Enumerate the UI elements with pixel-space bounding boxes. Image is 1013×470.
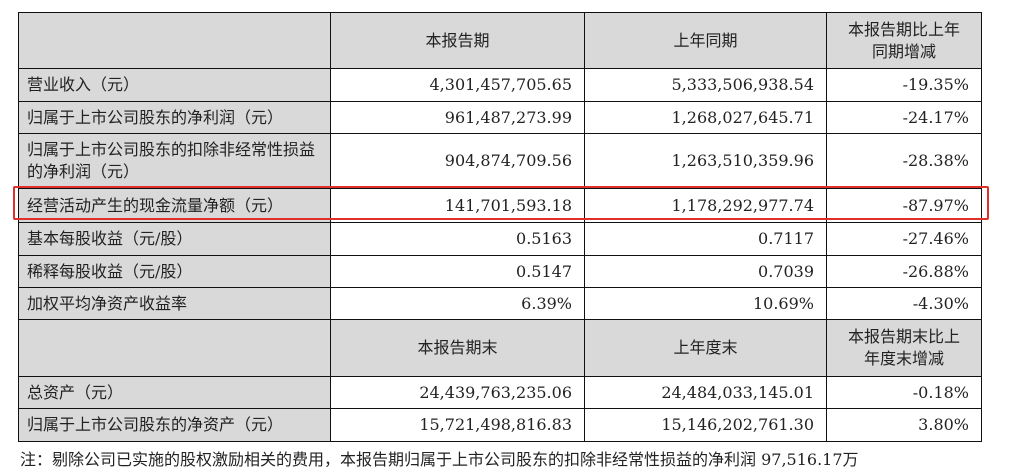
table-row-highlighted: 经营活动产生的现金流量净额（元） 141,701,593.18 1,178,29…	[18, 188, 982, 223]
table-row: 稀释每股收益（元/股） 0.5147 0.7039 -26.88%	[18, 255, 982, 288]
prior-value: 5,333,506,938.54	[584, 68, 827, 102]
table-header-row: 本报告期末 上年度末 本报告期末比上年度末增减	[18, 319, 982, 377]
current-value: 961,487,273.99	[330, 101, 585, 134]
prior-value: 1,263,510,359.96	[584, 133, 827, 189]
current-value: 4,301,457,705.65	[330, 68, 585, 102]
header-period-end: 本报告期末	[330, 319, 585, 377]
table-row: 归属于上市公司股东的净资产（元） 15,721,498,816.83 15,14…	[18, 408, 982, 442]
prior-value: 0.7039	[584, 255, 827, 288]
table-row: 归属于上市公司股东的扣除非经常性损益的净利润（元） 904,874,709.56…	[18, 133, 982, 189]
table-row: 营业收入（元） 4,301,457,705.65 5,333,506,938.5…	[18, 68, 982, 102]
row-label: 经营活动产生的现金流量净额（元）	[18, 188, 331, 223]
current-value: 24,439,763,235.06	[330, 376, 585, 409]
row-label: 加权平均净资产收益率	[18, 287, 331, 320]
current-value: 0.5163	[330, 222, 585, 256]
row-label: 归属于上市公司股东的净利润（元）	[18, 101, 331, 134]
table-row: 总资产（元） 24,439,763,235.06 24,484,033,145.…	[18, 376, 982, 409]
change-value: -4.30%	[826, 287, 982, 320]
prior-value: 10.69%	[584, 287, 827, 320]
current-value: 0.5147	[330, 255, 585, 288]
header-current-period: 本报告期	[330, 12, 585, 69]
change-value: -0.18%	[826, 376, 982, 409]
prior-value: 1,268,027,645.71	[584, 101, 827, 134]
prior-value: 0.7117	[584, 222, 827, 256]
header-blank	[18, 12, 331, 69]
financial-summary-table: 本报告期 上年同期 本报告期比上年同期增减 营业收入（元） 4,301,457,…	[18, 12, 982, 442]
change-value: -28.38%	[826, 133, 982, 189]
change-value: -26.88%	[826, 255, 982, 288]
header-prior-period: 上年同期	[584, 12, 827, 69]
current-value: 15,721,498,816.83	[330, 408, 585, 442]
prior-value: 24,484,033,145.01	[584, 376, 827, 409]
current-value: 6.39%	[330, 287, 585, 320]
prior-value: 1,178,292,977.74	[584, 188, 827, 223]
table-row: 基本每股收益（元/股） 0.5163 0.7117 -27.46%	[18, 222, 982, 256]
change-value: -24.17%	[826, 101, 982, 134]
table-row: 加权平均净资产收益率 6.39% 10.69% -4.30%	[18, 287, 982, 320]
row-label: 营业收入（元）	[18, 68, 331, 102]
row-label: 总资产（元）	[18, 376, 331, 409]
header-change: 本报告期比上年同期增减	[826, 12, 982, 69]
change-value: -19.35%	[826, 68, 982, 102]
header-prior-year-end: 上年度末	[584, 319, 827, 377]
header-change: 本报告期末比上年度末增减	[826, 319, 982, 377]
row-label: 归属于上市公司股东的扣除非经常性损益的净利润（元）	[18, 133, 331, 189]
change-value: 3.80%	[826, 408, 982, 442]
header-blank	[18, 319, 331, 377]
change-value: -27.46%	[826, 222, 982, 256]
table-header-row: 本报告期 上年同期 本报告期比上年同期增减	[18, 12, 982, 69]
current-value: 904,874,709.56	[330, 133, 585, 189]
row-label: 稀释每股收益（元/股）	[18, 255, 331, 288]
prior-value: 15,146,202,761.30	[584, 408, 827, 442]
footnote: 注：剔除公司已实施的股权激励相关的费用，本报告期归属于上市公司股东的扣除非经常性…	[20, 450, 859, 469]
current-value: 141,701,593.18	[330, 188, 585, 223]
row-label: 基本每股收益（元/股）	[18, 222, 331, 256]
change-value: -87.97%	[826, 188, 982, 223]
table-row: 归属于上市公司股东的净利润（元） 961,487,273.99 1,268,02…	[18, 101, 982, 134]
row-label: 归属于上市公司股东的净资产（元）	[18, 408, 331, 442]
